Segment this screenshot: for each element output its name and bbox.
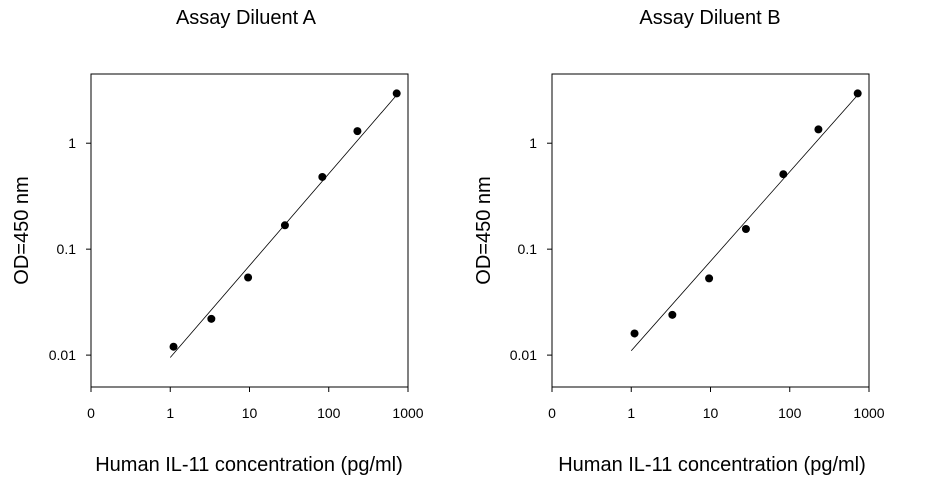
y-tick-label: 0.1 (518, 241, 538, 257)
data-point (318, 172, 327, 181)
x-tick-label: 1000 (853, 405, 884, 421)
x-tick-label: 1 (166, 405, 174, 421)
data-point (630, 329, 639, 338)
x-tick-label: 100 (778, 405, 802, 421)
x-axis-label: Human IL-11 concentration (pg/ml) (558, 454, 866, 476)
data-point (169, 342, 178, 351)
data-point (353, 127, 362, 136)
data-point (741, 224, 750, 233)
y-tick-label: 0.1 (57, 241, 77, 257)
y-tick-label: 0.01 (49, 347, 76, 363)
data-point (392, 89, 401, 98)
x-tick-label: 0 (548, 405, 556, 421)
data-point (280, 221, 289, 230)
x-tick-label: 100 (317, 405, 341, 421)
x-tick-label: 1000 (392, 405, 423, 421)
chart-panel-assay-diluent-a: Assay Diluent A0.010.110 1 10 100 1000OD=450… (11, 7, 424, 476)
plot-area-frame (90, 73, 409, 388)
data-point (705, 274, 714, 283)
x-tick-label: 1 (627, 405, 635, 421)
x-tick-label: 10 (703, 405, 719, 421)
y-axis-label: OD=450 nm (473, 176, 495, 284)
x-tick-label: 0 (87, 405, 95, 421)
data-point (853, 89, 862, 98)
y-tick-label: 0.01 (510, 347, 537, 363)
regression-line (630, 94, 858, 351)
y-axis-label: OD=450 nm (11, 176, 33, 284)
chart-title: Assay Diluent A (176, 7, 317, 29)
plot-area-frame (551, 73, 870, 388)
data-point (668, 310, 677, 319)
x-tick-label: 10 (242, 405, 258, 421)
y-tick-label: 1 (529, 135, 537, 151)
data-point (814, 125, 823, 134)
chart-panel-assay-diluent-b: Assay Diluent B0.010.110 1 10 100 1000OD=450… (473, 7, 885, 476)
data-point (244, 273, 253, 282)
y-tick-label: 1 (68, 135, 76, 151)
chart-title: Assay Diluent B (639, 7, 780, 29)
x-axis-label: Human IL-11 concentration (pg/ml) (95, 454, 403, 476)
data-point (779, 170, 788, 179)
data-point (207, 314, 216, 323)
